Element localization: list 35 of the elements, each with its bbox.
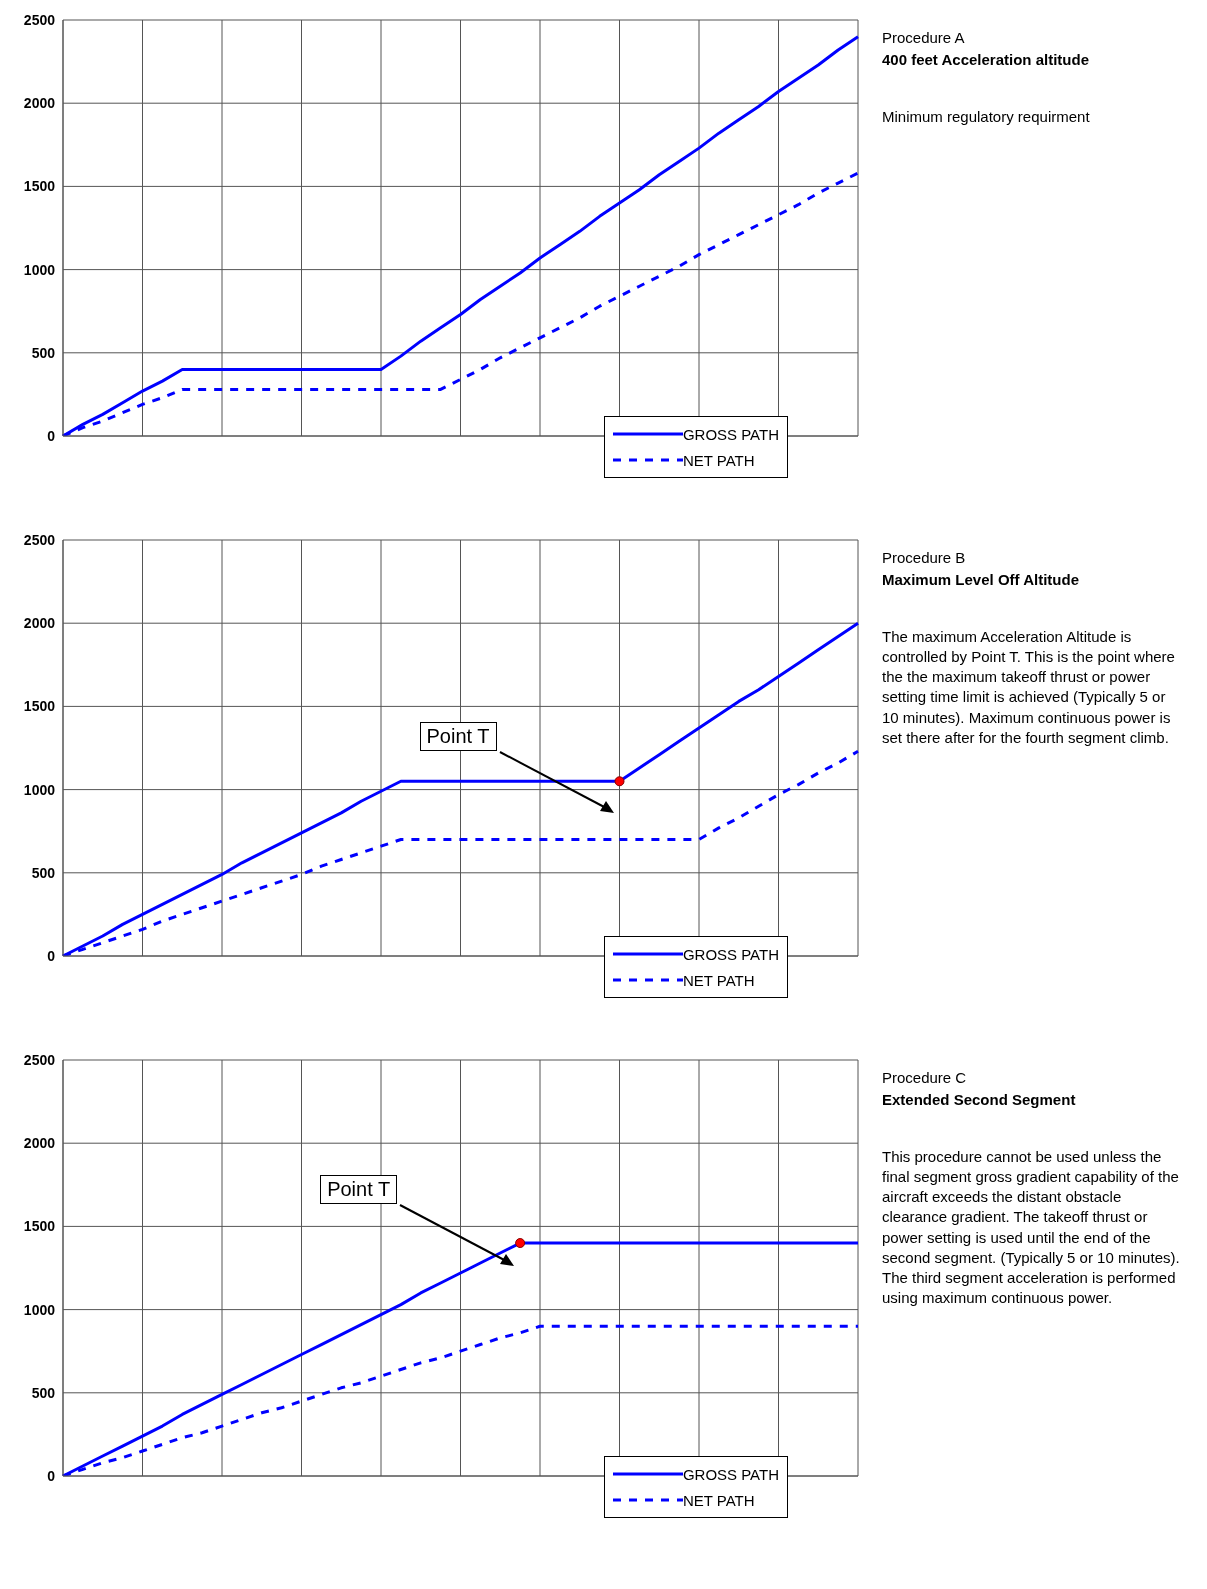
y-tick-label: 500 bbox=[31, 344, 56, 361]
text: Extended Second Segment bbox=[882, 1090, 1077, 1111]
text: Maximum Level Off Altitude bbox=[882, 570, 1080, 591]
legend-label: GROSS PATH bbox=[682, 425, 779, 443]
y-tick-label: 1500 bbox=[23, 1218, 56, 1235]
legend-label: NET PATH bbox=[682, 1491, 755, 1509]
y-tick-label: 500 bbox=[31, 864, 56, 881]
annotation: Point T bbox=[320, 1175, 398, 1205]
y-tick-label: 1500 bbox=[23, 178, 56, 195]
y-tick-label: 0 bbox=[47, 1467, 56, 1484]
y-tick-label: 2500 bbox=[23, 11, 56, 28]
text: Procedure A bbox=[882, 28, 966, 48]
y-tick-label: 2000 bbox=[23, 615, 56, 632]
legend-label: NET PATH bbox=[682, 971, 755, 989]
y-tick-label: 1000 bbox=[23, 261, 56, 278]
y-tick-label: 500 bbox=[31, 1384, 56, 1401]
y-tick-label: 2000 bbox=[23, 1135, 56, 1152]
text: This procedure cannot be used unless the final segment gross gradient capability of the aircraft exceeds the distant obstacle clearance gradient. The takeoff thrust or power setting is used until the end of the second segment. (Typically 5 or 10 minutes). The third segment acceleration is performed using maximum continuous power. bbox=[882, 1146, 1181, 1309]
y-tick-label: 2500 bbox=[23, 1051, 56, 1068]
y-tick-label: 2000 bbox=[23, 95, 56, 112]
text: The maximum Acceleration Altitude is controlled by Point T. This is the point where the the maximum takeoff thrust or power setting time limit is achieved (Typically 5 or 10 minutes). Maximum continuous power is set there after for the fourth segment climb. bbox=[882, 626, 1176, 748]
legend-label: GROSS PATH bbox=[682, 945, 779, 963]
y-tick-label: 2500 bbox=[23, 531, 56, 548]
legend-label: GROSS PATH bbox=[682, 1465, 779, 1483]
y-tick-label: 1000 bbox=[23, 1301, 56, 1318]
text: Procedure B bbox=[882, 548, 967, 568]
y-tick-label: 0 bbox=[47, 947, 56, 964]
annotation: Point T bbox=[419, 722, 497, 752]
y-tick-label: 1500 bbox=[23, 698, 56, 715]
legend-label: NET PATH bbox=[682, 451, 755, 469]
y-tick-label: 0 bbox=[47, 427, 56, 444]
y-tick-label: 1000 bbox=[23, 781, 56, 798]
text: Procedure C bbox=[882, 1068, 968, 1088]
text: 400 feet Acceleration altitude bbox=[882, 50, 1091, 71]
text: Minimum regulatory requirment bbox=[882, 106, 1091, 127]
